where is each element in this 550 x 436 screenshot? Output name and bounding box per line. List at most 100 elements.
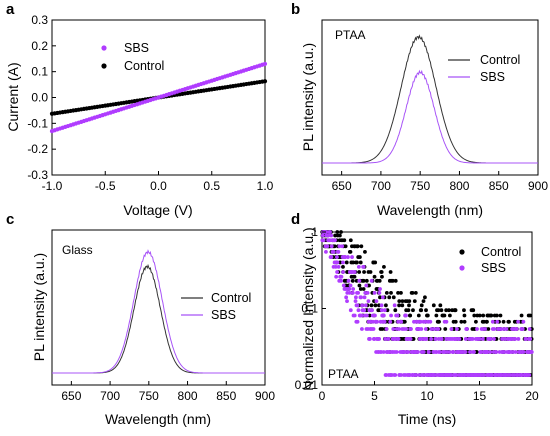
panel-d-point-control — [419, 303, 424, 308]
panel-d-point-control — [434, 313, 439, 318]
panel-d-point-sbs — [383, 337, 388, 341]
panel-d-x-axis-label: Time (ns) — [398, 411, 457, 427]
panel-d-point-sbs — [418, 319, 423, 324]
panel-d-point-sbs — [371, 327, 376, 331]
panel-d-point-control — [384, 303, 388, 308]
panel-c-x-tick-700-label: 700 — [100, 389, 120, 403]
panel-d-point-sbs — [356, 290, 360, 295]
panel-a-x-tick-0.5-label: 0.5 — [203, 179, 220, 193]
panel-a-x-tick--1.0-label: -1.0 — [42, 179, 63, 193]
panel-d-point-control — [424, 308, 428, 313]
panel-c-x-tick-900-label: 900 — [255, 389, 275, 403]
panel-d-point-control — [471, 308, 476, 313]
panel-d-point-control — [343, 244, 348, 249]
panel-a-legend: SBS Control — [101, 41, 164, 73]
panel-d-point-control — [481, 313, 486, 318]
panel-a-marks — [49, 61, 268, 134]
panel-d-point-sbs — [364, 313, 369, 318]
panel-d-point-sbs — [364, 283, 369, 288]
panel-d-point-sbs — [494, 350, 499, 354]
panel-c-marks — [52, 249, 265, 374]
panel-d-point-control — [373, 260, 378, 265]
panel-d-point-sbs — [354, 295, 358, 300]
panel-d-chart: d 0 5 10 15 20 0.01 0.1 1 PTAA Time (ns) Normal… — [291, 211, 539, 427]
panel-d-point-sbs — [375, 319, 379, 324]
panel-d-legend-control-label: Control — [481, 245, 521, 259]
panel-d-point-sbs — [504, 327, 509, 331]
panel-d-point-control — [357, 283, 362, 288]
panel-d-point-sbs — [529, 350, 534, 354]
panel-d-point-control — [393, 278, 398, 283]
panel-d-point-control — [380, 274, 384, 279]
panel-d-point-sbs — [523, 337, 528, 341]
panel-d-point-sbs — [350, 290, 355, 295]
panel-a-y-tick--0.3-label: -0.3 — [27, 168, 48, 182]
panel-d-point-control — [390, 278, 395, 283]
panel-d-point-sbs — [379, 308, 384, 313]
panel-d-x-tick-15-label: 15 — [473, 389, 487, 403]
panel-d-point-sbs — [516, 319, 520, 324]
panel-d-point-control — [380, 327, 385, 331]
panel-d-point-control — [444, 308, 449, 313]
panel-d-point-control — [357, 270, 362, 274]
panel-d-point-sbs — [439, 337, 444, 341]
panel-d-point-sbs — [355, 319, 360, 324]
panel-a-x-axis-label: Voltage (V) — [123, 202, 192, 218]
panel-d-point-sbs — [423, 319, 428, 324]
panel-d-point-sbs — [343, 255, 347, 259]
panel-d-point-sbs — [360, 327, 364, 331]
panel-d-point-control — [379, 270, 384, 274]
panel-d-point-control — [377, 278, 382, 283]
panel-d-point-control — [382, 264, 386, 269]
panel-d-point-sbs — [333, 238, 337, 243]
panel-d-point-sbs — [465, 327, 469, 331]
panel-d-point-control — [408, 313, 413, 318]
panel-d-point-control — [367, 313, 372, 318]
panel-c-ticks: 650 700 750 800 850 900 — [61, 381, 275, 403]
panel-d-point-sbs — [397, 327, 401, 331]
panel-d-point-sbs — [356, 264, 361, 269]
panel-d-point-sbs — [326, 233, 331, 238]
panel-d-point-sbs — [366, 299, 371, 303]
panel-d-point-sbs — [328, 230, 332, 234]
panel-d-point-control — [438, 303, 443, 308]
panel-d-point-control — [348, 249, 353, 254]
panel-d-point-control — [335, 230, 340, 234]
panel-d-point-control — [416, 313, 421, 318]
panel-b-x-tick-750-label: 750 — [410, 179, 430, 193]
panel-d-point-sbs — [468, 350, 472, 354]
panel-d-point-sbs — [528, 337, 532, 341]
panel-d-point-control — [388, 270, 393, 274]
panel-d-point-sbs — [492, 327, 497, 331]
panel-d-point-control — [442, 313, 447, 318]
panel-d-point-sbs — [360, 303, 365, 308]
panel-d-point-sbs — [502, 350, 507, 354]
panel-d-point-control — [369, 303, 374, 308]
panel-d-point-control — [378, 295, 382, 300]
panel-d-point-control — [363, 249, 367, 254]
panel-d-point-control — [423, 295, 427, 300]
panel-c-x-tick-650-label: 650 — [61, 389, 81, 403]
panel-d-point-sbs — [336, 264, 341, 269]
panel-d-point-control — [339, 230, 343, 234]
panel-d-point-sbs — [359, 295, 363, 300]
panel-d-point-sbs — [388, 319, 393, 324]
panel-d-point-control — [406, 308, 411, 313]
panel-d-point-sbs — [477, 337, 482, 341]
panel-d-point-control — [368, 270, 373, 274]
panel-d-point-sbs — [341, 270, 345, 274]
panel-d-point-control — [355, 260, 359, 265]
panel-d-point-sbs — [378, 287, 382, 291]
panel-b-letter: b — [291, 1, 300, 18]
panel-d-point-sbs — [333, 264, 338, 269]
panel-d-point-control — [397, 303, 401, 308]
panel-d-point-control — [421, 299, 426, 303]
panel-d-point-control — [474, 350, 479, 354]
panel-d-point-sbs — [355, 303, 360, 308]
panel-d-point-sbs — [346, 278, 351, 283]
panel-d-point-sbs — [351, 287, 356, 291]
panel-d-point-control — [348, 238, 353, 243]
panel-d-point-sbs — [419, 327, 424, 331]
panel-b-marks — [322, 34, 538, 164]
